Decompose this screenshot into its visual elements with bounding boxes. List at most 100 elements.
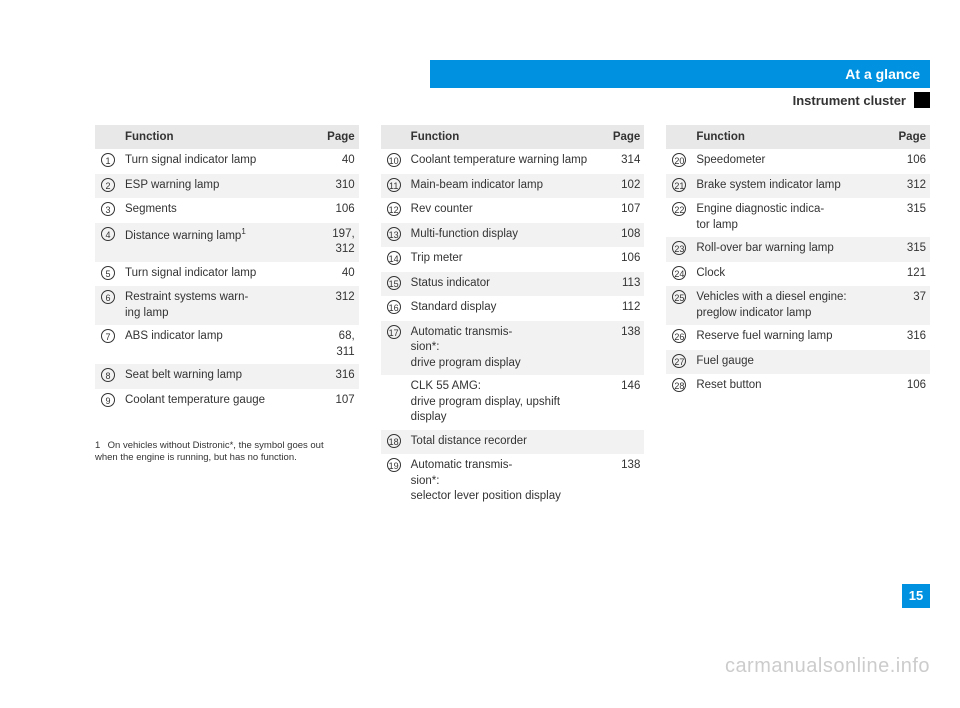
row-function: Total distance recorder: [407, 430, 595, 455]
row-function: Distance warning lamp1: [121, 223, 309, 262]
row-function: ESP warning lamp: [121, 174, 309, 199]
row-function: Clock: [692, 262, 880, 287]
table-row: 26Reserve fuel warning lamp316: [666, 325, 930, 350]
row-page: 197, 312: [309, 223, 359, 262]
table-row: 16Standard display112: [381, 296, 645, 321]
circled-number-icon: 19: [387, 458, 401, 472]
table-row: 22Engine diagnostic indica- tor lamp315: [666, 198, 930, 237]
circled-number-icon: 6: [101, 290, 115, 304]
row-index: 16: [381, 296, 407, 321]
row-page: 316: [880, 325, 930, 350]
table-row: CLK 55 AMG: drive program display, upshi…: [381, 375, 645, 430]
row-index: 28: [666, 374, 692, 399]
circled-number-icon: 13: [387, 227, 401, 241]
row-index: 25: [666, 286, 692, 325]
table-row: 25 Vehicles with a diesel engine: preglow…: [666, 286, 930, 325]
table-row: 8Seat belt warning lamp316: [95, 364, 359, 389]
section-title: At a glance: [430, 60, 930, 88]
circled-number-icon: 27: [672, 354, 686, 368]
row-index: 22: [666, 198, 692, 237]
row-index: 27: [666, 350, 692, 375]
row-function: Automatic transmis- sion*: selector leve…: [407, 454, 595, 509]
row-page: 314: [594, 149, 644, 174]
row-function: ABS indicator lamp: [121, 325, 309, 364]
row-index: 5: [95, 262, 121, 287]
row-function: Rev counter: [407, 198, 595, 223]
table-row: 17Automatic transmis- sion*: drive progr…: [381, 321, 645, 376]
row-page: 312: [880, 174, 930, 199]
circled-number-icon: 8: [101, 368, 115, 382]
circled-number-icon: 17: [387, 325, 401, 339]
row-page: 312: [309, 286, 359, 325]
row-page: 40: [309, 262, 359, 287]
row-index: 19: [381, 454, 407, 509]
table-row: 4 Distance warning lamp1197, 312: [95, 223, 359, 262]
circled-number-icon: 4: [101, 227, 115, 241]
table-row: 5Turn signal indicator lamp40: [95, 262, 359, 287]
page-header: At a glance Instrument cluster: [430, 60, 930, 112]
row-function: Vehicles with a diesel engine: preglow i…: [692, 286, 880, 325]
row-page: 102: [594, 174, 644, 199]
row-function: Segments: [121, 198, 309, 223]
row-page: 107: [309, 389, 359, 414]
table-row: 20Speedometer106: [666, 149, 930, 174]
circled-number-icon: 20: [672, 153, 686, 167]
row-index: 14: [381, 247, 407, 272]
table-row: 10Coolant temperature warning lamp314: [381, 149, 645, 174]
circled-number-icon: 26: [672, 329, 686, 343]
row-index: 24: [666, 262, 692, 287]
row-page: 138: [594, 321, 644, 376]
circled-number-icon: 10: [387, 153, 401, 167]
row-page: 121: [880, 262, 930, 287]
row-page: 106: [880, 149, 930, 174]
row-index: 15: [381, 272, 407, 297]
circled-number-icon: 25: [672, 290, 686, 304]
subsection-title: Instrument cluster: [793, 93, 906, 108]
table-header: Page: [594, 125, 644, 149]
row-index: 6: [95, 286, 121, 325]
row-index: 8: [95, 364, 121, 389]
table-row: 1Turn signal indicator lamp40: [95, 149, 359, 174]
row-function: Seat belt warning lamp: [121, 364, 309, 389]
row-index: 21: [666, 174, 692, 199]
table-header: Page: [880, 125, 930, 149]
row-page: 107: [594, 198, 644, 223]
row-page: 40: [309, 149, 359, 174]
table-row: 3Segments106: [95, 198, 359, 223]
circled-number-icon: 21: [672, 178, 686, 192]
table-row: 12 Rev counter107: [381, 198, 645, 223]
row-page: 146: [594, 375, 644, 430]
row-page: 113: [594, 272, 644, 297]
table-header: Function: [121, 125, 309, 149]
circled-number-icon: 28: [672, 378, 686, 392]
circled-number-icon: 15: [387, 276, 401, 290]
row-function: Turn signal indicator lamp: [121, 149, 309, 174]
row-function: Restraint systems warn- ing lamp: [121, 286, 309, 325]
table-row: 28Reset button106: [666, 374, 930, 399]
table-row: 24Clock121: [666, 262, 930, 287]
table-row: 2ESP warning lamp310: [95, 174, 359, 199]
row-page: 315: [880, 198, 930, 237]
row-index: 20: [666, 149, 692, 174]
circled-number-icon: 12: [387, 202, 401, 216]
table-column: FunctionPage20Speedometer10621Brake syst…: [666, 125, 930, 509]
page-number: 15: [902, 584, 930, 608]
table-row: 19 Automatic transmis- sion*: selector le…: [381, 454, 645, 509]
watermark: carmanualsonline.info: [725, 655, 930, 678]
function-table: FunctionPage10Coolant temperature warnin…: [381, 125, 645, 509]
circled-number-icon: 3: [101, 202, 115, 216]
table-row: 18 Total distance recorder: [381, 430, 645, 455]
row-function: Multi-function display: [407, 223, 595, 248]
row-index: [381, 375, 407, 430]
row-function: Fuel gauge: [692, 350, 880, 375]
row-index: 12: [381, 198, 407, 223]
row-page: [880, 350, 930, 375]
row-function: Coolant temperature gauge: [121, 389, 309, 414]
table-header: Function: [407, 125, 595, 149]
row-index: 17: [381, 321, 407, 376]
row-function: Reset button: [692, 374, 880, 399]
circled-number-icon: 18: [387, 434, 401, 448]
row-page: 37: [880, 286, 930, 325]
row-function: Status indicator: [407, 272, 595, 297]
superscript: 1: [241, 227, 245, 236]
